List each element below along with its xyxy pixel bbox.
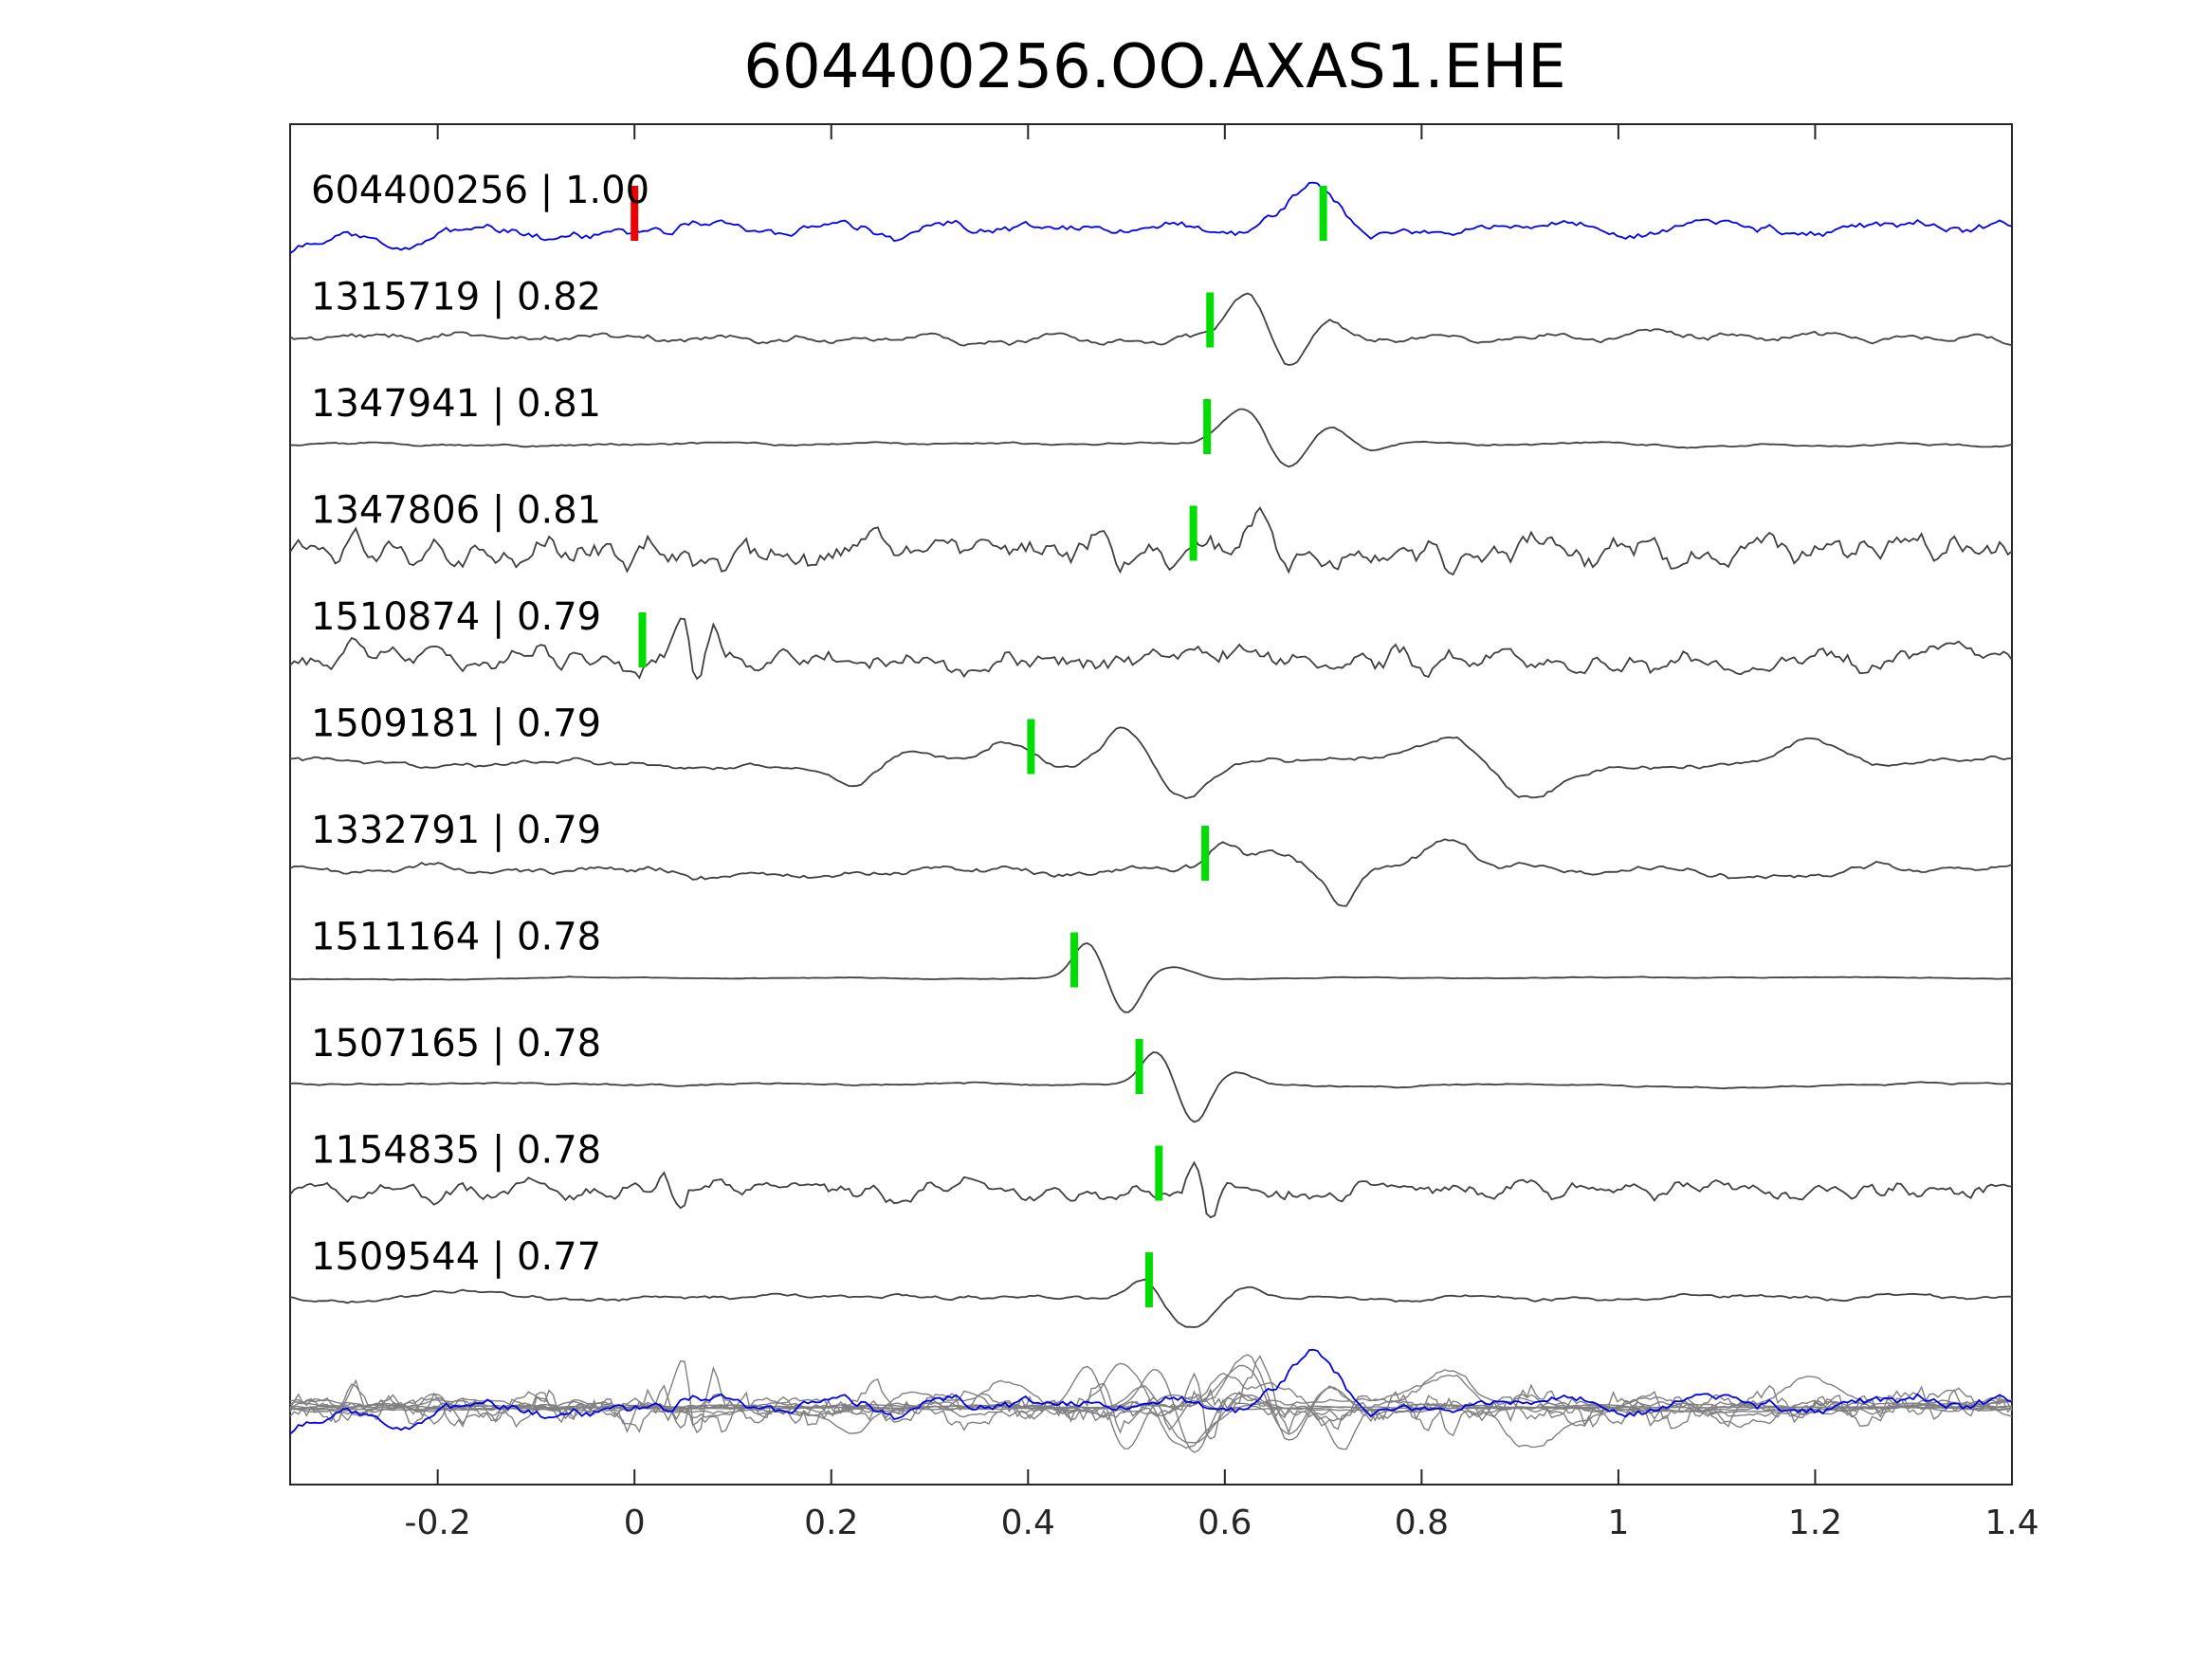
x-tick-label-7: 1 (1607, 1504, 1629, 1542)
trace-1 (289, 181, 2013, 254)
trace-label-1: 604400256 | 1.00 (311, 169, 649, 212)
overlay-trace-4 (289, 1355, 2013, 1437)
plot-area (289, 123, 2013, 1486)
trace-label-3: 1347941 | 0.81 (311, 382, 601, 426)
trace-label-5: 1510874 | 0.79 (311, 595, 601, 639)
picks-group (631, 186, 1327, 1307)
trace-3 (289, 408, 2013, 468)
x-tick-label-8: 1.2 (1788, 1504, 1842, 1542)
trace-label-4: 1347806 | 0.81 (311, 489, 601, 533)
x-tick-label-4: 0.4 (1001, 1504, 1055, 1542)
trace-9 (289, 1051, 2013, 1123)
overlay-trace-5 (289, 1359, 2013, 1434)
x-tick-label-6: 0.8 (1395, 1504, 1449, 1542)
trace-8 (289, 942, 2013, 1013)
trace-label-11: 1509544 | 0.77 (311, 1235, 601, 1279)
chart-title: 604400256.OO.AXAS1.EHE (743, 32, 1565, 102)
trace-label-9: 1507165 | 0.78 (311, 1022, 601, 1066)
x-tick-label-5: 0.6 (1197, 1504, 1252, 1542)
trace-10 (289, 1160, 2013, 1219)
x-tick-label-3: 0.2 (804, 1504, 858, 1542)
trace-5 (289, 617, 2013, 681)
trace-2 (289, 292, 2013, 366)
overlay-trace-1 (289, 1348, 2013, 1435)
trace-label-6: 1509181 | 0.79 (311, 702, 601, 746)
trace-4 (289, 506, 2013, 576)
trace-label-10: 1154835 | 0.78 (311, 1129, 601, 1173)
x-tick-label-1: -0.2 (405, 1504, 471, 1542)
x-tick-label-2: 0 (624, 1504, 646, 1542)
x-axis-ticks: -0.2 0 0.2 0.4 0.6 0.8 1 1.2 1.4 (405, 124, 2039, 1542)
overlay-group (289, 1348, 2013, 1453)
trace-label-2: 1315719 | 0.82 (311, 276, 601, 319)
overlay-trace-3 (289, 1364, 2013, 1435)
trace-label-7: 1332791 | 0.79 (311, 809, 601, 852)
overlay-trace-11 (289, 1385, 2013, 1444)
x-tick-label-9: 1.4 (1984, 1504, 2038, 1542)
trace-label-8: 1511164 | 0.78 (311, 916, 601, 959)
trace-7 (289, 838, 2013, 907)
trace-6 (289, 726, 2013, 800)
overlay-trace-10 (289, 1372, 2013, 1440)
overlay-trace-2 (289, 1354, 2013, 1441)
labels-group: 604400256 | 1.00 1315719 | 0.82 1347941 | … (311, 169, 649, 1279)
traces-group (289, 181, 2013, 1328)
